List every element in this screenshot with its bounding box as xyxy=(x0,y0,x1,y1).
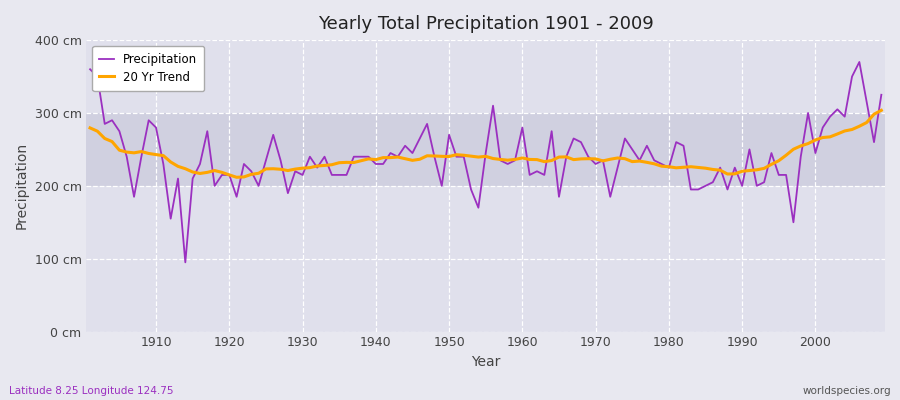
Precipitation xyxy=(612,165,623,170)
Precipitation xyxy=(876,92,886,97)
20 Yr Trend xyxy=(876,108,886,113)
Bar xyxy=(86,113,885,186)
Text: Latitude 8.25 Longitude 124.75: Latitude 8.25 Longitude 124.75 xyxy=(9,386,174,396)
Precipitation xyxy=(517,125,527,130)
Line: 20 Yr Trend: 20 Yr Trend xyxy=(90,110,881,177)
Precipitation xyxy=(525,172,535,177)
20 Yr Trend xyxy=(525,157,535,162)
Precipitation xyxy=(311,165,322,170)
Y-axis label: Precipitation: Precipitation xyxy=(15,142,29,230)
Precipitation xyxy=(356,154,366,159)
X-axis label: Year: Year xyxy=(471,355,500,369)
Precipitation xyxy=(854,60,865,64)
20 Yr Trend xyxy=(612,156,623,160)
Line: Precipitation: Precipitation xyxy=(90,62,881,262)
Precipitation xyxy=(143,118,154,123)
20 Yr Trend xyxy=(231,175,242,180)
20 Yr Trend xyxy=(356,158,366,163)
Precipitation xyxy=(180,260,191,265)
20 Yr Trend xyxy=(517,156,527,160)
20 Yr Trend xyxy=(85,126,95,130)
Title: Yearly Total Precipitation 1901 - 2009: Yearly Total Precipitation 1901 - 2009 xyxy=(318,15,653,33)
20 Yr Trend xyxy=(311,164,322,168)
Text: worldspecies.org: worldspecies.org xyxy=(803,386,891,396)
20 Yr Trend xyxy=(143,151,154,156)
Legend: Precipitation, 20 Yr Trend: Precipitation, 20 Yr Trend xyxy=(93,46,204,91)
Precipitation xyxy=(85,67,95,72)
